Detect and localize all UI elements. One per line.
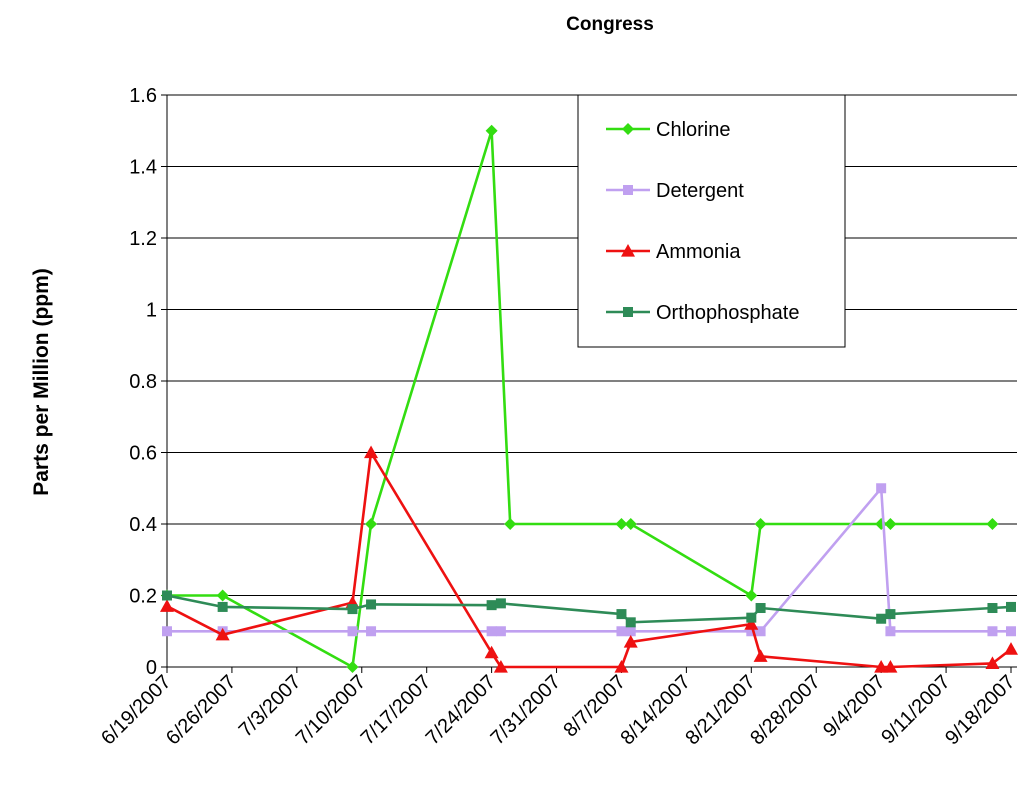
data-point-orthophosphate	[885, 609, 896, 620]
x-tick-label: 6/19/2007	[97, 671, 175, 749]
data-point-orthophosphate	[1006, 601, 1016, 612]
data-point-orthophosphate	[987, 603, 998, 614]
data-point-ammonia	[744, 617, 759, 630]
x-tick-label: 7/17/2007	[357, 671, 435, 749]
data-point-orthophosphate	[217, 601, 228, 612]
x-tick-label: 8/28/2007	[746, 671, 824, 749]
legend-label: Orthophosphate	[656, 302, 799, 324]
data-point-detergent	[746, 626, 757, 637]
data-point-detergent	[486, 626, 497, 637]
data-point-chlorine	[754, 518, 767, 530]
legend-box	[577, 94, 846, 348]
data-point-detergent	[625, 626, 636, 637]
data-point-chlorine	[986, 518, 999, 530]
y-ticks: 0 0.2 0.4 0.6 0.8 1 1.2 1.4 1.6	[129, 85, 167, 679]
legend-item-ammonia: Ammonia	[606, 241, 741, 263]
data-point-ammonia	[160, 599, 174, 612]
y-tick-label: 0.6	[129, 443, 157, 465]
data-point-orthophosphate	[616, 609, 627, 620]
data-point-detergent	[885, 626, 896, 637]
y-tick-label: 1.4	[129, 157, 157, 179]
data-point-chlorine	[346, 661, 359, 673]
x-tick-label: 7/31/2007	[487, 671, 565, 749]
x-tick-label: 7/10/2007	[292, 671, 370, 749]
y-tick-label: 0.8	[129, 371, 157, 393]
series-line-detergent	[167, 486, 1011, 633]
data-point-orthophosphate	[486, 600, 497, 611]
legend-item-chlorine: Chlorine	[606, 119, 730, 141]
x-tick-label: 8/14/2007	[616, 671, 694, 749]
legend-label: Ammonia	[656, 241, 741, 263]
data-point-chlorine	[504, 518, 517, 530]
data-point-chlorine	[624, 518, 637, 530]
x-ticks: 6/19/20076/26/20077/3/20077/10/20077/17/…	[97, 667, 1019, 749]
data-point-ammonia	[614, 660, 629, 673]
data-point-ammonia	[1004, 642, 1018, 655]
data-point-chlorine	[615, 518, 628, 530]
legend-swatch-marker	[621, 244, 635, 257]
data-point-chlorine	[485, 124, 498, 137]
legend-item-detergent: Detergent	[606, 180, 744, 202]
y-tick-label: 0.4	[129, 514, 157, 536]
data-point-chlorine	[216, 589, 229, 602]
y-tick-label: 1.2	[129, 228, 157, 250]
data-point-orthophosphate	[755, 603, 766, 614]
data-point-detergent	[347, 626, 358, 637]
legend-swatch-marker	[622, 123, 634, 135]
legend-swatch-marker	[623, 185, 633, 195]
data-point-detergent	[366, 626, 377, 637]
series-group	[160, 124, 1018, 673]
data-point-detergent	[1006, 626, 1016, 637]
chart-title: Congress	[566, 14, 654, 35]
data-point-ammonia	[215, 627, 230, 641]
series-ammonia	[160, 445, 1018, 673]
data-point-orthophosphate	[625, 617, 636, 628]
x-tick-label: 6/26/2007	[162, 671, 240, 749]
legend-item-orthophosphate: Orthophosphate	[606, 302, 799, 324]
data-point-detergent	[495, 626, 506, 637]
data-point-ammonia	[484, 645, 499, 659]
x-tick-label: 8/21/2007	[681, 671, 759, 749]
data-point-orthophosphate	[162, 590, 172, 601]
legend-label: Detergent	[656, 180, 744, 202]
data-point-chlorine	[745, 589, 758, 602]
data-point-detergent	[162, 626, 172, 637]
data-point-chlorine	[365, 518, 378, 530]
x-tick-label: 9/18/2007	[941, 671, 1019, 749]
data-point-orthophosphate	[746, 612, 757, 623]
data-point-detergent	[987, 626, 998, 637]
data-point-chlorine	[884, 518, 897, 530]
data-point-ammonia	[493, 660, 508, 673]
data-point-orthophosphate	[366, 599, 377, 610]
data-point-ammonia	[623, 634, 638, 648]
data-point-detergent	[616, 626, 627, 637]
data-point-ammonia	[874, 660, 889, 673]
legend-label: Chlorine	[656, 119, 730, 141]
data-point-detergent	[755, 626, 766, 637]
data-point-ammonia	[753, 649, 768, 662]
data-point-detergent	[876, 483, 887, 494]
legend-swatch-marker	[623, 307, 633, 317]
data-point-ammonia	[883, 660, 898, 673]
data-point-orthophosphate	[495, 598, 506, 609]
data-point-orthophosphate	[876, 613, 887, 624]
y-tick-label: 1	[146, 300, 157, 322]
y-tick-label: 0.2	[129, 586, 157, 608]
data-point-ammonia	[985, 656, 1000, 670]
y-tick-label: 1.6	[129, 85, 157, 107]
y-axis-label: Parts per Million (ppm)	[30, 268, 53, 496]
x-tick-label: 7/24/2007	[422, 671, 500, 749]
legend: Chlorine Detergent Ammonia Orthophosphate	[577, 94, 846, 348]
y-tick-label: 0	[146, 657, 157, 679]
data-point-orthophosphate	[347, 604, 358, 615]
data-point-ammonia	[364, 445, 379, 459]
series-orthophosphate	[162, 590, 1016, 628]
